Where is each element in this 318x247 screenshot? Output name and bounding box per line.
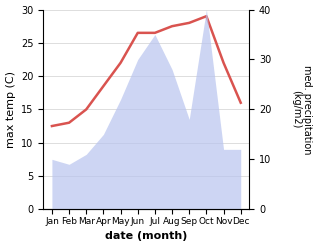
Y-axis label: max temp (C): max temp (C)	[5, 71, 16, 148]
Y-axis label: med. precipitation
(kg/m2): med. precipitation (kg/m2)	[291, 65, 313, 154]
X-axis label: date (month): date (month)	[105, 231, 188, 242]
